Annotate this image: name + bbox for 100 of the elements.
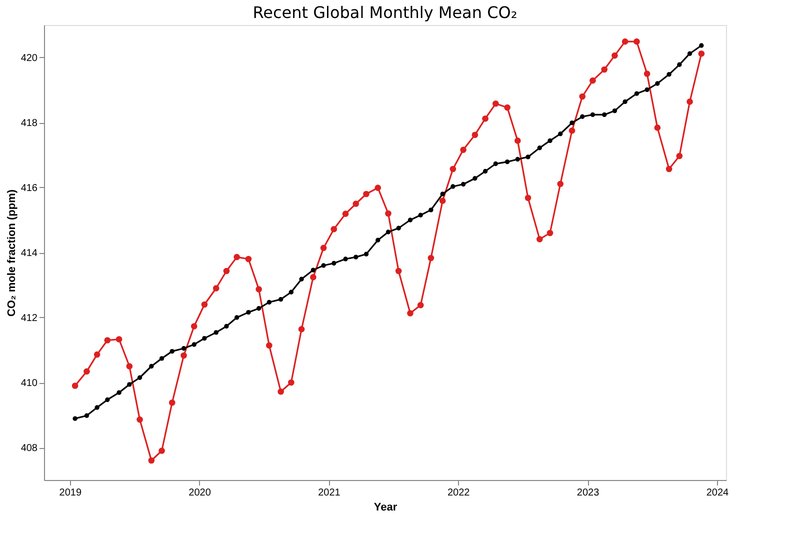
y-tick-label: 420 [20, 53, 38, 64]
point [504, 104, 510, 111]
point [548, 138, 552, 144]
x-tick-label: 2020 [188, 488, 212, 498]
point [601, 66, 608, 73]
point [699, 43, 704, 48]
point [363, 190, 370, 198]
point [396, 226, 401, 230]
point [330, 226, 338, 232]
point [634, 91, 640, 96]
point [104, 337, 111, 344]
point [310, 268, 316, 272]
point [570, 120, 574, 126]
point [482, 168, 488, 174]
point [472, 132, 478, 138]
point [94, 405, 100, 410]
x-tick-label: 2022 [447, 488, 470, 498]
point [515, 156, 520, 162]
x-tick-label: 2024 [706, 488, 729, 498]
point [644, 87, 650, 92]
point [94, 351, 100, 358]
point [612, 52, 618, 59]
x-axis-title: Year [374, 502, 398, 514]
point [192, 342, 196, 347]
point [352, 200, 360, 207]
point [655, 81, 660, 86]
point [224, 324, 229, 329]
point [537, 146, 542, 150]
point [666, 166, 672, 172]
point [557, 180, 564, 188]
point [536, 236, 543, 242]
point [234, 315, 240, 320]
point [460, 146, 466, 153]
point [524, 194, 532, 202]
x-tick-label: 2023 [576, 488, 600, 498]
point [654, 124, 661, 131]
point [580, 114, 585, 119]
point [84, 368, 90, 375]
point [698, 50, 705, 57]
point [364, 252, 369, 256]
point [686, 98, 693, 105]
point [266, 342, 272, 349]
point [492, 100, 499, 107]
y-axis-title: CO₂ mole fraction (ppm) [6, 189, 18, 317]
point [320, 244, 327, 252]
y-tick-label: 418 [20, 118, 38, 129]
point [666, 72, 672, 77]
point [126, 363, 133, 370]
point [579, 93, 586, 100]
point [278, 388, 284, 395]
point [342, 210, 349, 217]
point [201, 301, 208, 308]
point [245, 256, 252, 262]
point [376, 238, 380, 242]
point [408, 218, 413, 222]
point [298, 326, 305, 332]
y-tick-label: 412 [20, 313, 38, 324]
point [385, 210, 392, 217]
point [514, 138, 521, 144]
point [266, 300, 272, 305]
point [127, 382, 132, 387]
point [460, 182, 466, 187]
point [676, 152, 683, 160]
point [482, 115, 488, 122]
point [105, 397, 110, 402]
point [558, 132, 563, 136]
point [634, 38, 640, 45]
point [136, 416, 143, 423]
x-tick-label: 2019 [59, 488, 82, 498]
point [278, 296, 284, 302]
point [137, 375, 142, 380]
point [181, 346, 186, 351]
point [288, 379, 294, 386]
point [332, 260, 336, 266]
point [687, 51, 692, 56]
point [158, 448, 165, 454]
point [612, 108, 618, 114]
point [354, 254, 358, 260]
point [149, 364, 154, 369]
point [418, 212, 423, 218]
point [374, 184, 382, 191]
point [677, 62, 682, 67]
point [170, 348, 174, 354]
point [450, 166, 456, 172]
point [417, 302, 424, 308]
point [622, 99, 628, 104]
point [440, 192, 445, 196]
point [202, 336, 207, 341]
point [168, 399, 176, 406]
point [256, 306, 262, 311]
point [428, 208, 434, 212]
point [234, 254, 240, 260]
point [148, 457, 155, 464]
point [526, 154, 530, 160]
point [288, 290, 294, 294]
x-tick-label: 2021 [318, 488, 341, 498]
point [622, 38, 628, 45]
point [180, 352, 187, 359]
point [223, 268, 230, 274]
y-tick-label: 414 [20, 248, 38, 259]
